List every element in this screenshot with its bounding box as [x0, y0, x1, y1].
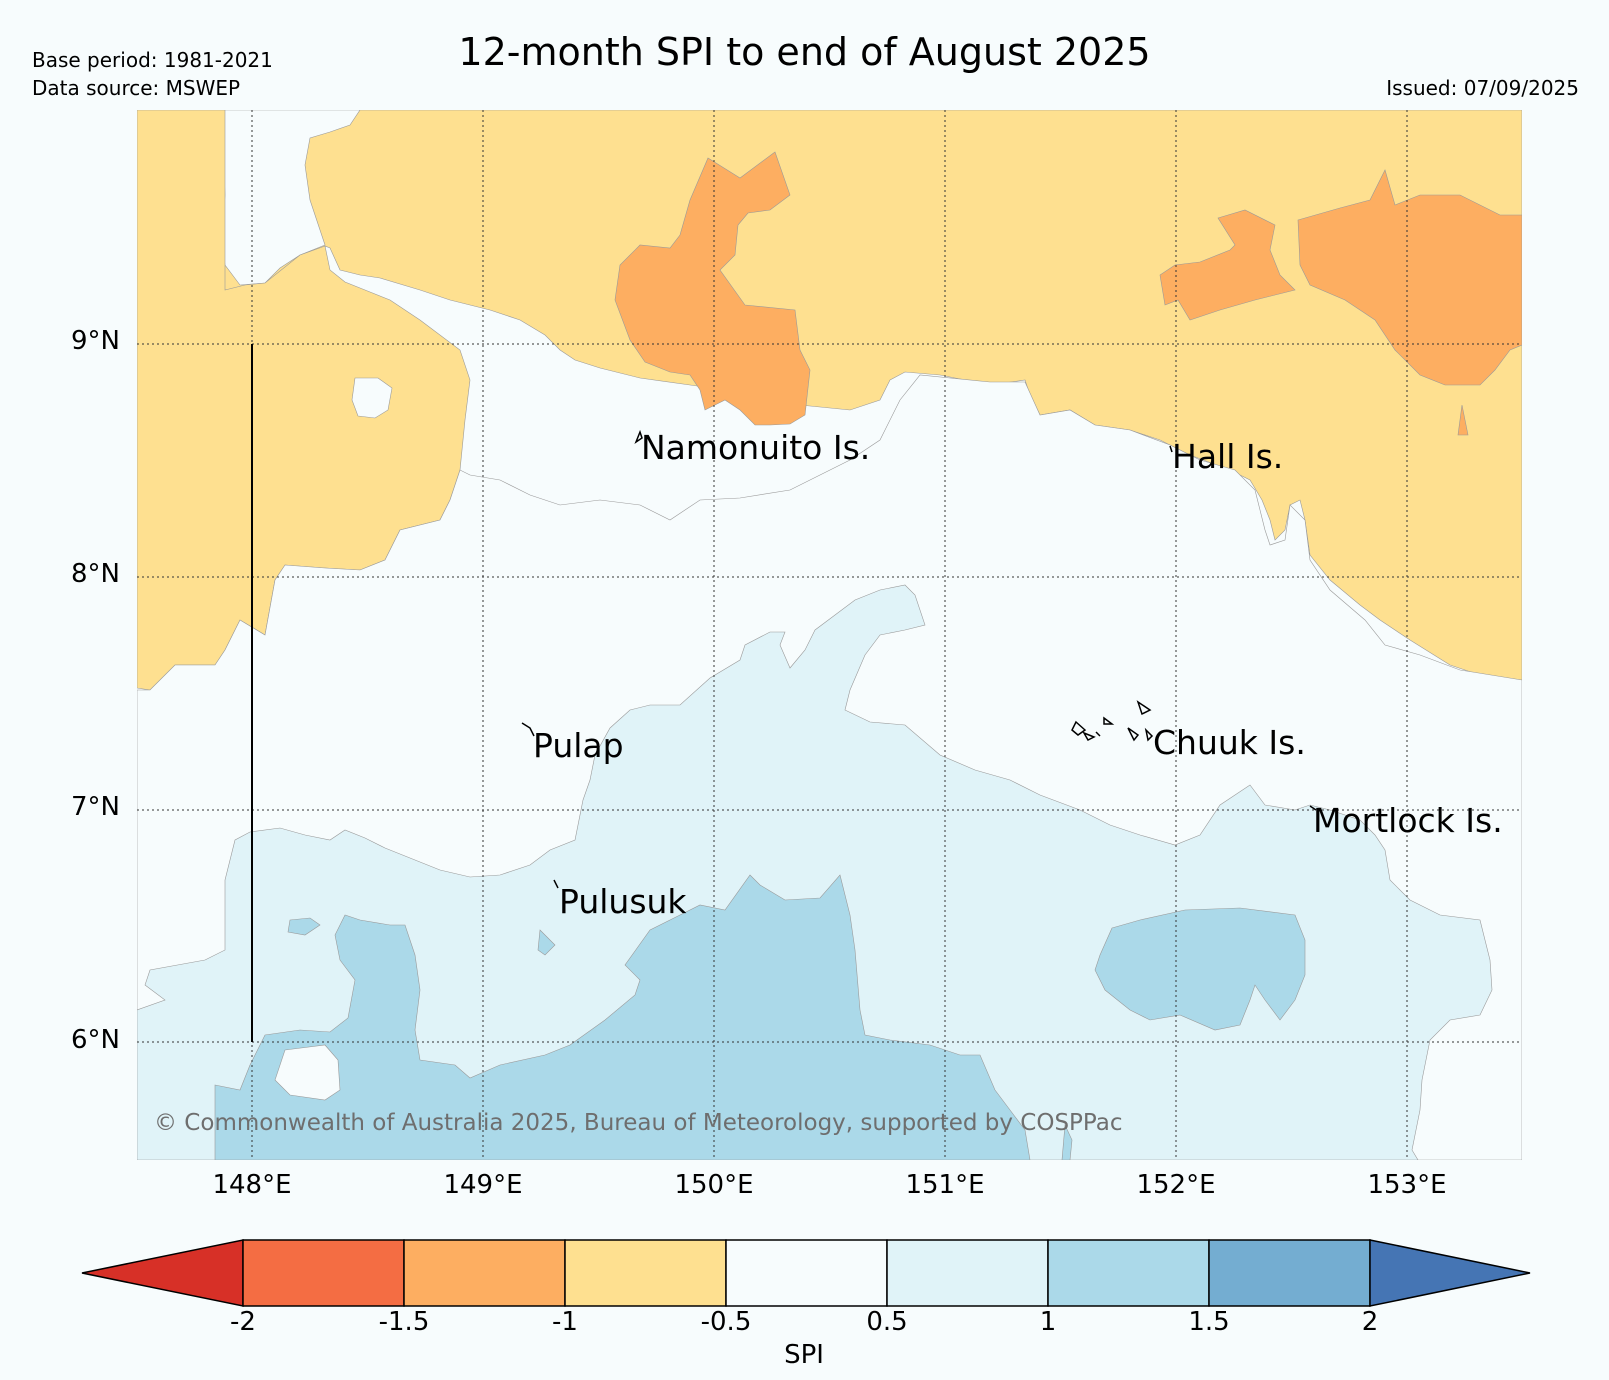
colorbar-tick-neg0-5: -0.5 — [700, 1307, 752, 1337]
spi-region-wet-2 — [287, 917, 321, 936]
colorbar-segment-below-min — [81, 1239, 244, 1307]
map-title: 12-month SPI to end of August 2025 — [458, 30, 1151, 74]
colorbar-segment-05-1 — [886, 1239, 1049, 1307]
spi-region-neutral-hole — [351, 377, 393, 419]
spi-region-moderately-dry-3 — [1297, 169, 1522, 386]
lon-label-149e: 149°E — [443, 1170, 523, 1200]
colorbar-tick-1-5: 1.5 — [1188, 1307, 1230, 1337]
colorbar-segment-1-15 — [1047, 1239, 1210, 1307]
spi-region-wet-4 — [1094, 907, 1306, 1031]
lat-label-8n: 8°N — [71, 559, 120, 589]
lon-label-150e: 150°E — [674, 1170, 754, 1200]
colorbar-segment-n1-n05 — [564, 1239, 727, 1307]
place-label-mortlock: Mortlock Is. — [1313, 801, 1503, 840]
colorbar-tick-neg2: -2 — [230, 1307, 256, 1337]
spi-region-wet-1 — [214, 874, 1031, 1160]
lat-label-6n: 6°N — [71, 1025, 120, 1055]
colorbar — [81, 1239, 1531, 1307]
spi-region-moderately-dry-2 — [1159, 209, 1296, 321]
place-label-namonuito: Namonuito Is. — [641, 428, 871, 467]
place-label-hall: Hall Is. — [1172, 437, 1284, 476]
colorbar-title: SPI — [784, 1340, 824, 1370]
lon-label-152e: 152°E — [1136, 1170, 1216, 1200]
colorbar-tick-1: 1 — [1039, 1307, 1057, 1337]
spi-region-wet-3 — [537, 929, 556, 956]
spi-region-neutral-hole-2 — [274, 1044, 341, 1101]
colorbar-segment-n05-05 — [725, 1239, 888, 1307]
spi-region-moderately-dry-4 — [1457, 404, 1469, 436]
island-outlines — [521, 429, 1317, 889]
issued-date-label: Issued: 07/09/2025 — [1386, 76, 1579, 100]
map-panel — [137, 110, 1522, 1160]
place-label-chuuk: Chuuk Is. — [1153, 723, 1306, 762]
place-label-pulap: Pulap — [533, 726, 624, 765]
colorbar-tick-neg1: -1 — [552, 1307, 578, 1337]
lon-label-151e: 151°E — [905, 1170, 985, 1200]
place-label-pulusuk: Pulusuk — [559, 882, 687, 921]
lon-label-153e: 153°E — [1367, 1170, 1447, 1200]
lon-label-148e: 148°E — [212, 1170, 292, 1200]
lat-label-9n: 9°N — [71, 326, 120, 356]
copyright-notice: © Commonwealth of Australia 2025, Bureau… — [154, 1110, 1123, 1136]
data-source-label: Data source: MSWEP — [32, 76, 241, 100]
colorbar-segment-above-max — [1369, 1239, 1531, 1307]
lat-label-7n: 7°N — [71, 792, 120, 822]
spi-region-wet-5 — [1061, 1123, 1073, 1160]
colorbar-segment-n15-n1 — [403, 1239, 566, 1307]
base-period-label: Base period: 1981-2021 — [32, 48, 273, 72]
colorbar-segment-15-2 — [1208, 1239, 1371, 1307]
colorbar-tick-2: 2 — [1361, 1307, 1379, 1337]
colorbar-segment-n2-n15 — [242, 1239, 405, 1307]
spi-region-moderately-dry-1 — [614, 151, 811, 426]
colorbar-tick-neg1-5: -1.5 — [378, 1307, 430, 1337]
colorbar-tick-0-5: 0.5 — [866, 1307, 908, 1337]
